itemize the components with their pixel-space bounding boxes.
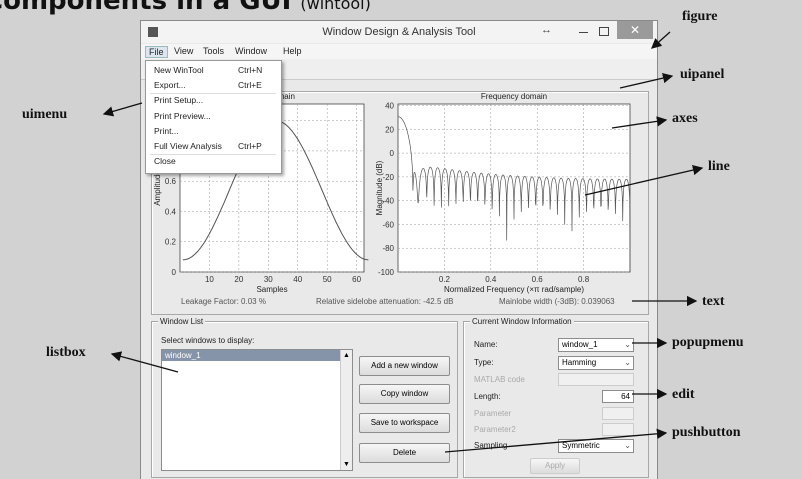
callout-arrow	[112, 354, 178, 372]
callout-label: figure	[682, 9, 718, 24]
callout-arrow	[585, 168, 702, 195]
callout-label: edit	[672, 387, 695, 402]
callout-arrow	[445, 433, 666, 452]
callout-label: listbox	[46, 345, 86, 360]
callout-label: popupmenu	[672, 335, 744, 350]
callout-arrow	[104, 103, 142, 114]
callout-label: line	[708, 159, 730, 174]
callout-label: axes	[672, 111, 698, 126]
callout-label: pushbutton	[672, 425, 741, 440]
page: Components in a GUI (wintool) Window Des…	[0, 0, 802, 479]
callout-label: uipanel	[680, 67, 724, 82]
callout-label: uimenu	[22, 107, 67, 122]
callout-label: text	[702, 294, 725, 309]
annotation-layer: figure uipanel axes line text popupmenu edit pu…	[0, 0, 802, 479]
callout-arrow	[612, 120, 666, 128]
callout-arrow	[620, 76, 672, 88]
callout-arrow	[652, 32, 670, 48]
